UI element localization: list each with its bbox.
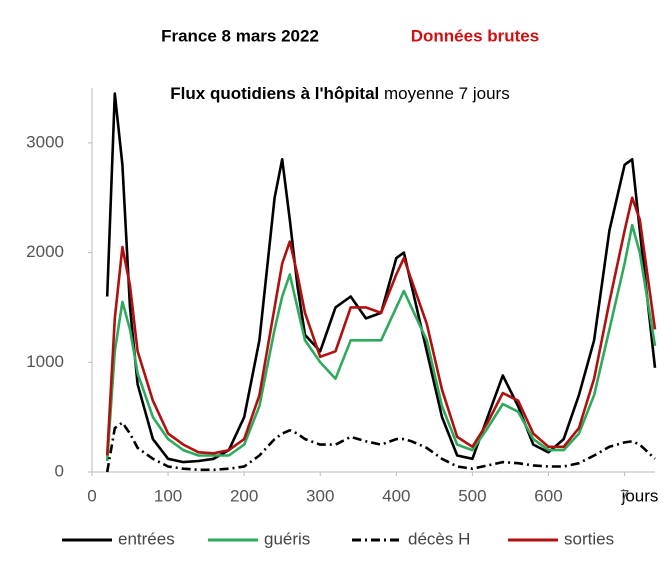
series-line bbox=[105, 92, 657, 464]
subtitle-note: moyenne 7 jours bbox=[384, 84, 510, 103]
y-tick-label: 3000 bbox=[26, 132, 64, 151]
x-tick-label: 400 bbox=[382, 486, 410, 505]
x-tick-label: 500 bbox=[458, 486, 486, 505]
legend-label: entrées bbox=[118, 529, 175, 548]
y-tick-label: 0 bbox=[55, 461, 64, 480]
y-tick-label: 1000 bbox=[26, 352, 64, 371]
series-line bbox=[105, 196, 657, 456]
chart-title: France 8 mars 2022 bbox=[161, 26, 319, 45]
x-tick-label: 600 bbox=[534, 486, 562, 505]
chart-title-note: Données brutes bbox=[411, 26, 539, 45]
y-tick-label: 2000 bbox=[26, 242, 64, 261]
legend-label: guéris bbox=[264, 529, 310, 548]
subtitle: Flux quotidiens à l'hôpital bbox=[170, 84, 379, 103]
x-tick-label: 300 bbox=[306, 486, 334, 505]
series-line bbox=[105, 421, 656, 473]
legend-label: décès H bbox=[408, 529, 470, 548]
x-axis-label: jours bbox=[621, 486, 659, 505]
x-tick-label: 0 bbox=[87, 486, 96, 505]
chart-subtitle: Flux quotidiens à l'hôpital moyenne 7 jo… bbox=[170, 84, 509, 103]
x-tick-label: 7 bbox=[620, 486, 629, 505]
x-tick-label: 100 bbox=[154, 486, 182, 505]
legend-label: sorties bbox=[564, 529, 614, 548]
x-tick-label: 200 bbox=[230, 486, 258, 505]
series-line bbox=[105, 223, 657, 462]
